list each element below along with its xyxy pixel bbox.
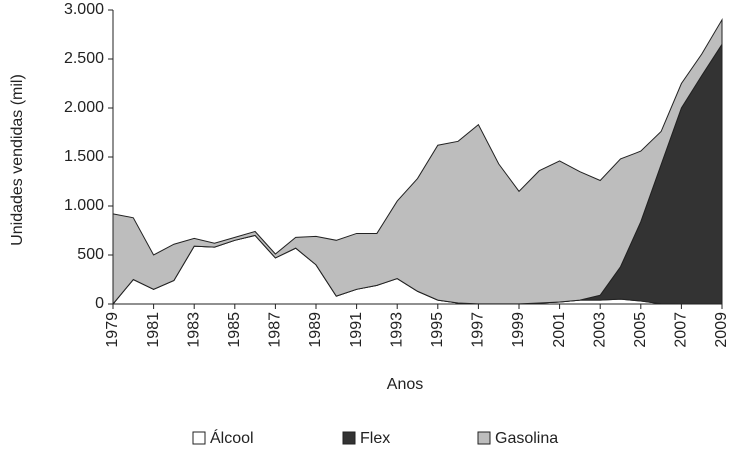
x-tick-label: 1981 (145, 312, 162, 348)
x-tick-label: 2007 (673, 312, 690, 348)
x-tick-label: 1995 (429, 312, 446, 348)
y-tick-label: 0 (95, 295, 104, 312)
x-tick-label: 2003 (591, 312, 608, 348)
y-tick-label: 1.500 (64, 148, 104, 165)
x-tick-label: 2009 (713, 312, 729, 348)
x-tick-label: 1987 (267, 312, 284, 348)
x-tick-label: 1991 (348, 312, 365, 348)
area (112, 17, 723, 306)
x-tick-label: 2005 (632, 312, 649, 348)
y-tick-label: 500 (77, 246, 104, 263)
legend-swatch (192, 431, 206, 445)
x-tick-label: 1985 (226, 312, 243, 348)
x-tick-label: 1989 (307, 312, 324, 348)
y-tick-label: 3.000 (64, 1, 104, 18)
y-axis-title: Unidades vendidas (mil) (9, 74, 26, 246)
x-tick-label: 1999 (510, 312, 527, 348)
x-tick-label: 1983 (185, 312, 202, 348)
x-tick-label: 1997 (470, 312, 487, 348)
legend-swatch (342, 431, 356, 445)
legend-label: Flex (360, 430, 390, 447)
y-tick-label: 2.500 (64, 50, 104, 67)
legend-label: Álcool (210, 428, 254, 447)
y-tick-label: 2.000 (64, 99, 104, 116)
x-tick-label: 1993 (388, 312, 405, 348)
x-axis-title: Anos (387, 376, 423, 393)
legend-label: Gasolina (495, 430, 558, 447)
x-tick-label: 1979 (104, 312, 121, 348)
legend-swatch (477, 431, 491, 445)
x-tick-label: 2001 (551, 312, 568, 348)
y-tick-label: 1.000 (64, 197, 104, 214)
